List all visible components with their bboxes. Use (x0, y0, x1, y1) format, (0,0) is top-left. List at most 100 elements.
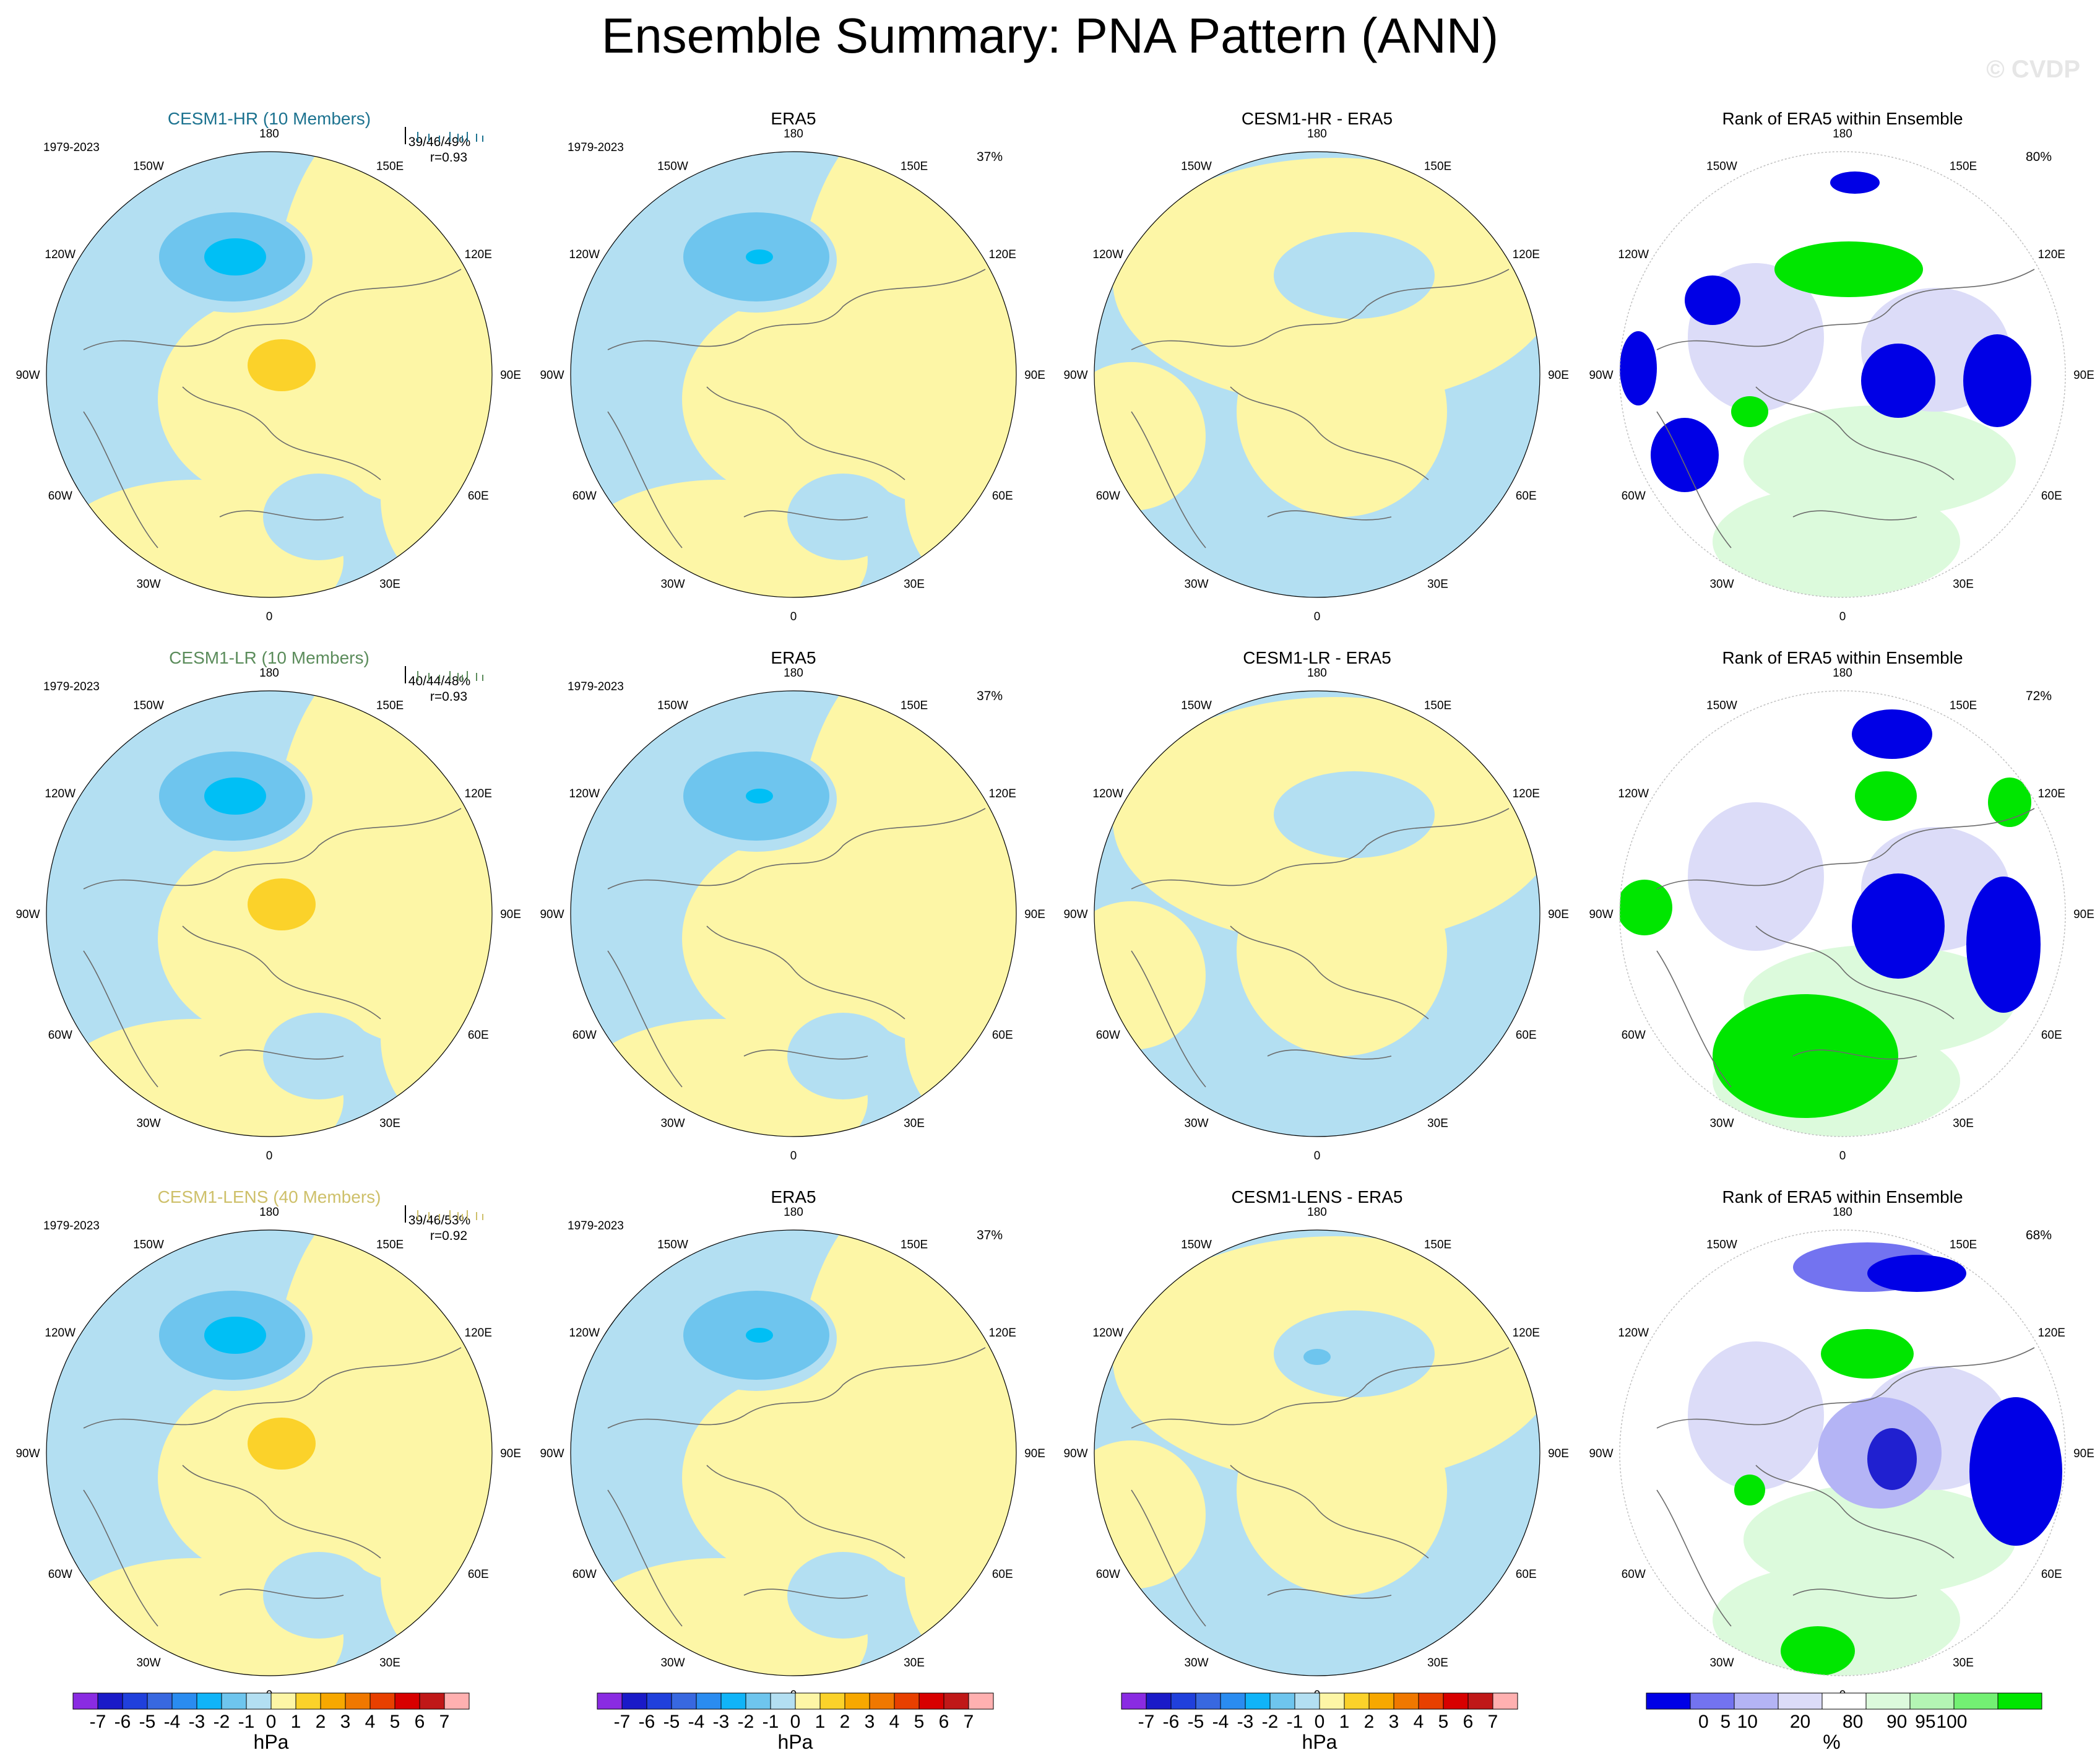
colorbar-label: 1 (291, 1712, 301, 1732)
colorbar-unit: hPa (1302, 1731, 1337, 1753)
colorbar-swatch (1492, 1692, 1518, 1710)
colorbar-label: -1 (1287, 1712, 1303, 1732)
colorbar-swatch (345, 1692, 371, 1710)
rank-pct: 80% (2026, 150, 2052, 164)
years-label: 1979-2023 (43, 1219, 100, 1232)
longitude-label: 60W (1096, 490, 1120, 503)
longitude-label: 0 (790, 610, 797, 623)
longitude-label: 60E (992, 1029, 1013, 1042)
map-field (1094, 691, 1540, 1137)
colorbar-label: 1 (1339, 1712, 1350, 1732)
ensemble-title: CESM1-HR (10 Members) (168, 109, 371, 128)
longitude-label: 150E (376, 699, 404, 712)
longitude-label: 90W (1063, 369, 1087, 382)
longitude-label: 30E (1953, 1117, 1974, 1130)
coastline (607, 269, 986, 350)
colorbar-swatch (147, 1692, 173, 1710)
longitude-label: 120W (1092, 1327, 1123, 1340)
longitude-label: 90W (1063, 908, 1087, 921)
ensemble-title: CESM1-LENS (40 Members) (158, 1187, 381, 1206)
colorbar-swatch (844, 1692, 870, 1710)
rank-low-region (1966, 877, 2041, 1013)
longitude-label: 90W (1589, 369, 1613, 382)
negative-region (787, 1013, 899, 1099)
map-border (1094, 1229, 1540, 1676)
difference-title: CESM1-LR - ERA5 (1243, 648, 1391, 667)
negative-region (787, 474, 899, 560)
coastline (607, 950, 683, 1088)
colorbar-label: -3 (713, 1712, 730, 1732)
coastline (182, 1465, 381, 1559)
era5-panel-row1: 180 150E 120E 90E 60E 30E 0 30W 60W 90W 120W 150W ER… (540, 109, 1045, 623)
longitude-label: 180 (1307, 1206, 1327, 1219)
colorbar-swatch (1368, 1692, 1394, 1710)
longitude-label: 30W (1184, 1657, 1208, 1670)
coastlines (1656, 1347, 2035, 1627)
diff-panel-row3: 180150E120E90E60E30E030W60W90W120W150WCE… (1063, 1187, 1568, 1702)
coastline (1792, 510, 1917, 521)
pattern-stats: 40/44/48% (408, 674, 470, 688)
colorbar-label: -3 (1237, 1712, 1254, 1732)
era5-panel-row3: 180150E120E90E60E30E030W60W90W120W150WER… (540, 1187, 1045, 1702)
colorbar-unit: hPa (778, 1731, 813, 1753)
diff-panel-row1: 180 150E 120E 90E 60E 30E 0 30W 60W 90W 120W 150W CE… (1063, 109, 1568, 623)
coastline (743, 1588, 868, 1599)
colorbar-swatch (221, 1692, 247, 1710)
colorbar-swatch (1734, 1692, 1779, 1710)
longitude-label: 180 (1833, 667, 1852, 680)
longitude-label: 120E (465, 787, 492, 800)
negative-region (1273, 232, 1435, 319)
longitude-label: 60E (1516, 1568, 1537, 1581)
colorbar-swatch (918, 1692, 944, 1710)
longitude-label: 120E (989, 248, 1016, 261)
longitude-label: 120W (569, 787, 600, 800)
rank-title: Rank of ERA5 within Ensemble (1722, 1187, 1963, 1206)
coastline (1230, 1465, 1429, 1559)
negative-region (787, 1552, 899, 1639)
longitude-label: 30E (379, 578, 400, 591)
coastline (743, 1049, 868, 1060)
rank-region (1688, 1341, 1824, 1490)
longitude-label: 30W (660, 1117, 685, 1130)
longitude-label: 30W (660, 1657, 685, 1670)
longitude-label: 120E (989, 1327, 1016, 1340)
rank-panel-row3: 180150E120E90E60E30E030W60W90W120W150WRa… (1589, 1187, 2094, 1702)
variance-pct: 37% (977, 1228, 1003, 1242)
colorbar-label: 0 (790, 1712, 801, 1732)
colorbar-swatch (1146, 1692, 1172, 1710)
longitude-label: 180 (1307, 667, 1327, 680)
colorbar-label: 5 (914, 1712, 925, 1732)
longitude-label: 120W (569, 1327, 600, 1340)
colorbar-swatch (1443, 1692, 1469, 1710)
colorbar-swatch (1865, 1692, 1911, 1710)
colorbar-swatch (1821, 1692, 1867, 1710)
colorbar-label: 5 (1720, 1712, 1731, 1732)
pattern-stats: 39/46/53% (408, 1213, 470, 1228)
colorbar-label: 7 (1488, 1712, 1498, 1732)
longitude-label: 90E (2073, 908, 2094, 921)
map-border (1619, 690, 2066, 1137)
hpa-colorbar-1: -7 -6 -5 -4 -3 -2 -1 0 1 2 3 4 5 6 7 hPa (72, 1692, 470, 1753)
map-border (1094, 151, 1540, 598)
colorbar-label: -2 (214, 1712, 230, 1732)
map-field (1094, 1230, 1540, 1676)
rank-panel-row2: 180 150E 120E 90E 60E 30E 0 30W 60W 90W 120W 150W Ra… (1589, 648, 2094, 1163)
colorbar-label: -1 (763, 1712, 779, 1732)
negative-core (746, 789, 773, 804)
years-label: 1979-2023 (43, 680, 100, 693)
longitude-label: 60E (2041, 1029, 2062, 1042)
coastline (607, 808, 986, 890)
rank-region (1688, 802, 1824, 951)
longitude-label: 60W (573, 1568, 597, 1581)
rank-low-region (1620, 331, 1657, 405)
colorbar-swatch (968, 1692, 994, 1710)
colorbar-label: 6 (415, 1712, 425, 1732)
colorbar-label: -2 (1262, 1712, 1279, 1732)
rank-low-region (1963, 334, 2031, 427)
colorbar-label: 4 (1414, 1712, 1424, 1732)
positive-region (157, 833, 406, 1044)
longitude-label: 120W (1092, 787, 1123, 800)
negative-core (204, 1316, 267, 1354)
longitude-label: 120E (465, 248, 492, 261)
variance-pct: 37% (977, 689, 1003, 703)
